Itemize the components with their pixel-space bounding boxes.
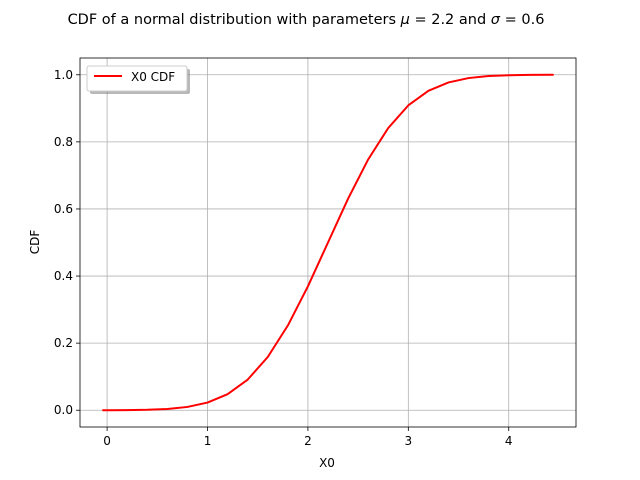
chart-title: CDF of a normal distribution with parame… xyxy=(68,12,545,28)
y-tick-label: 0.0 xyxy=(54,403,73,417)
x-tick-label: 2 xyxy=(304,434,312,448)
x-tick-label: 1 xyxy=(204,434,212,448)
y-tick-label: 1.0 xyxy=(54,68,73,82)
plot-frame xyxy=(79,57,577,428)
legend-entry-label: X0 CDF xyxy=(131,70,175,84)
x-tick-label: 0 xyxy=(103,434,111,448)
y-tick-label: 0.2 xyxy=(54,336,73,350)
series-layer xyxy=(102,73,554,412)
legend-box xyxy=(86,65,188,92)
ticks: 0 1 2 3 4 0.0 0.2 0.4 0.6 0.8 1.0 xyxy=(54,68,513,448)
x-tick-label: 3 xyxy=(405,434,413,448)
y-tick-label: 0.6 xyxy=(54,202,73,216)
x-tick-label: 4 xyxy=(505,434,513,448)
y-tick-label: 0.8 xyxy=(54,135,73,149)
y-tick-label: 0.4 xyxy=(54,269,73,283)
series-line xyxy=(102,73,554,412)
legend: X0 CDF xyxy=(86,65,190,94)
axes xyxy=(79,57,577,428)
x-axis-label: X0 xyxy=(319,456,335,470)
y-axis-label: CDF xyxy=(28,230,42,255)
